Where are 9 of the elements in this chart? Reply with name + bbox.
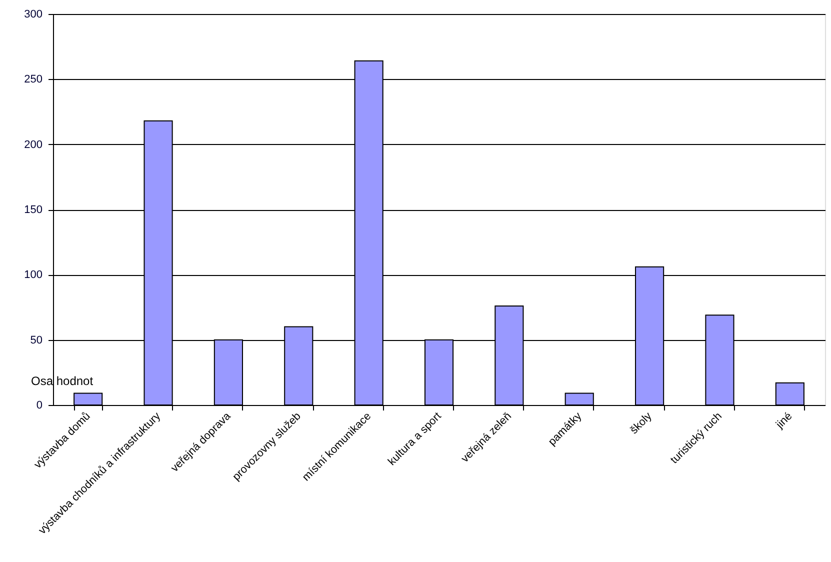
x-tick-label: jiné bbox=[773, 410, 795, 432]
y-tick-label: 100 bbox=[24, 269, 42, 282]
y-tick-label: 50 bbox=[30, 334, 42, 346]
y-tick-label: 0 bbox=[36, 400, 42, 412]
y-tick-label: 150 bbox=[24, 204, 42, 216]
annotation: Osa hodnot bbox=[31, 374, 94, 388]
y-tick-label: 200 bbox=[24, 138, 42, 151]
y-tick-label: 300 bbox=[24, 8, 42, 20]
y-tick-label: 250 bbox=[24, 74, 42, 86]
